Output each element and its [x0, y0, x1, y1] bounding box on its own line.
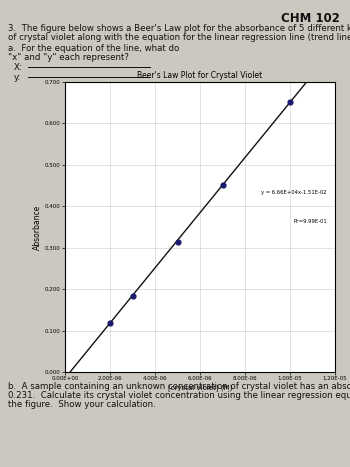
Text: y:: y: [14, 73, 21, 82]
Point [287, 99, 293, 106]
Text: 0.231.  Calculate its crystal violet concentration using the linear regression e: 0.231. Calculate its crystal violet conc… [8, 391, 350, 400]
Text: 3.  The figure below shows a Beer's Law plot for the absorbance of 5 different k: 3. The figure below shows a Beer's Law p… [8, 24, 350, 33]
Text: y = 6.66E+04x-1.51E-02: y = 6.66E+04x-1.51E-02 [261, 190, 327, 195]
Text: X:: X: [14, 63, 23, 72]
Point [220, 181, 225, 189]
Title: Beer's Law Plot for Crystal Violet: Beer's Law Plot for Crystal Violet [137, 71, 262, 80]
Point [107, 319, 113, 327]
Y-axis label: Absorbance: Absorbance [33, 205, 42, 250]
Point [130, 292, 135, 299]
Text: b.  A sample containing an unknown concentration of crystal violet has an absorb: b. A sample containing an unknown concen… [8, 382, 350, 391]
Text: "x" and "y" each represent?: "x" and "y" each represent? [8, 53, 129, 62]
Text: a.  For the equation of the line, what do: a. For the equation of the line, what do [8, 44, 179, 53]
Point [175, 238, 180, 245]
Text: the figure.  Show your calculation.: the figure. Show your calculation. [8, 400, 156, 409]
Text: of crystal violet along with the equation for the linear regression line (trend : of crystal violet along with the equatio… [8, 33, 350, 42]
X-axis label: [crystal violet] (M): [crystal violet] (M) [168, 384, 232, 391]
Text: CHM 102: CHM 102 [281, 12, 340, 25]
Text: R²=9.99E-01: R²=9.99E-01 [293, 219, 327, 224]
